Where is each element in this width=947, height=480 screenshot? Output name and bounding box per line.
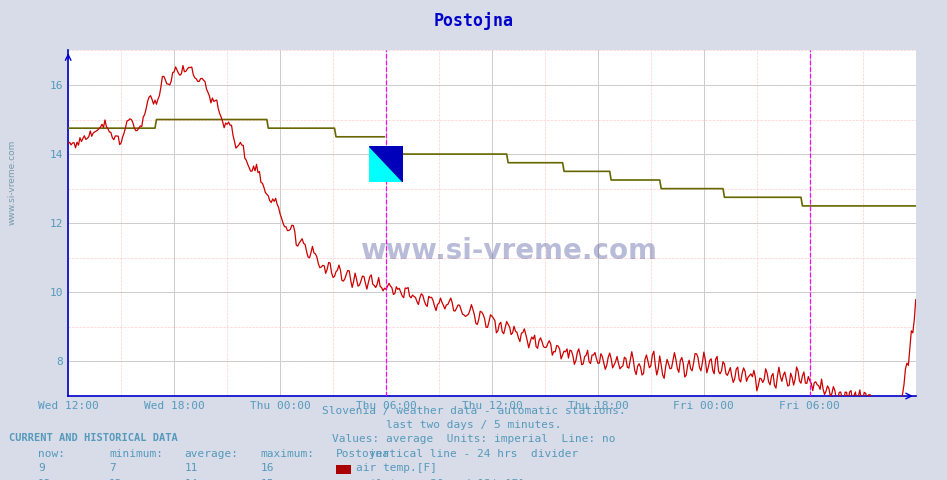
- Text: minimum:: minimum:: [109, 449, 163, 459]
- Text: Postojna: Postojna: [336, 449, 390, 459]
- Text: 12: 12: [38, 479, 51, 480]
- Polygon shape: [369, 146, 403, 182]
- Text: 7: 7: [109, 463, 116, 473]
- Text: 12: 12: [109, 479, 122, 480]
- Text: now:: now:: [38, 449, 65, 459]
- Text: 9: 9: [38, 463, 45, 473]
- Text: www.si-vreme.com: www.si-vreme.com: [8, 140, 17, 225]
- Polygon shape: [369, 146, 403, 182]
- Text: CURRENT AND HISTORICAL DATA: CURRENT AND HISTORICAL DATA: [9, 433, 178, 443]
- Text: Values: average  Units: imperial  Line: no: Values: average Units: imperial Line: no: [331, 434, 616, 444]
- Text: www.si-vreme.com: www.si-vreme.com: [361, 237, 657, 265]
- Text: maximum:: maximum:: [260, 449, 314, 459]
- Text: soil temp. 30cm / 12in[F]: soil temp. 30cm / 12in[F]: [356, 479, 525, 480]
- Text: 14: 14: [185, 479, 198, 480]
- Text: last two days / 5 minutes.: last two days / 5 minutes.: [385, 420, 562, 430]
- Text: average:: average:: [185, 449, 239, 459]
- Text: Postojna: Postojna: [434, 12, 513, 30]
- Text: 15: 15: [260, 479, 274, 480]
- Text: 16: 16: [260, 463, 274, 473]
- Text: 11: 11: [185, 463, 198, 473]
- Text: Slovenia / weather data - automatic stations.: Slovenia / weather data - automatic stat…: [322, 406, 625, 416]
- Text: vertical line - 24 hrs  divider: vertical line - 24 hrs divider: [369, 449, 578, 459]
- Text: air temp.[F]: air temp.[F]: [356, 463, 438, 473]
